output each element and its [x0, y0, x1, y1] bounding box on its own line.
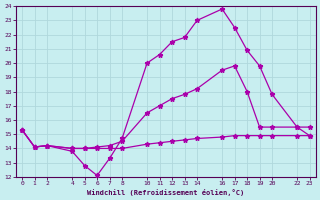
- X-axis label: Windchill (Refroidissement éolien,°C): Windchill (Refroidissement éolien,°C): [87, 189, 244, 196]
